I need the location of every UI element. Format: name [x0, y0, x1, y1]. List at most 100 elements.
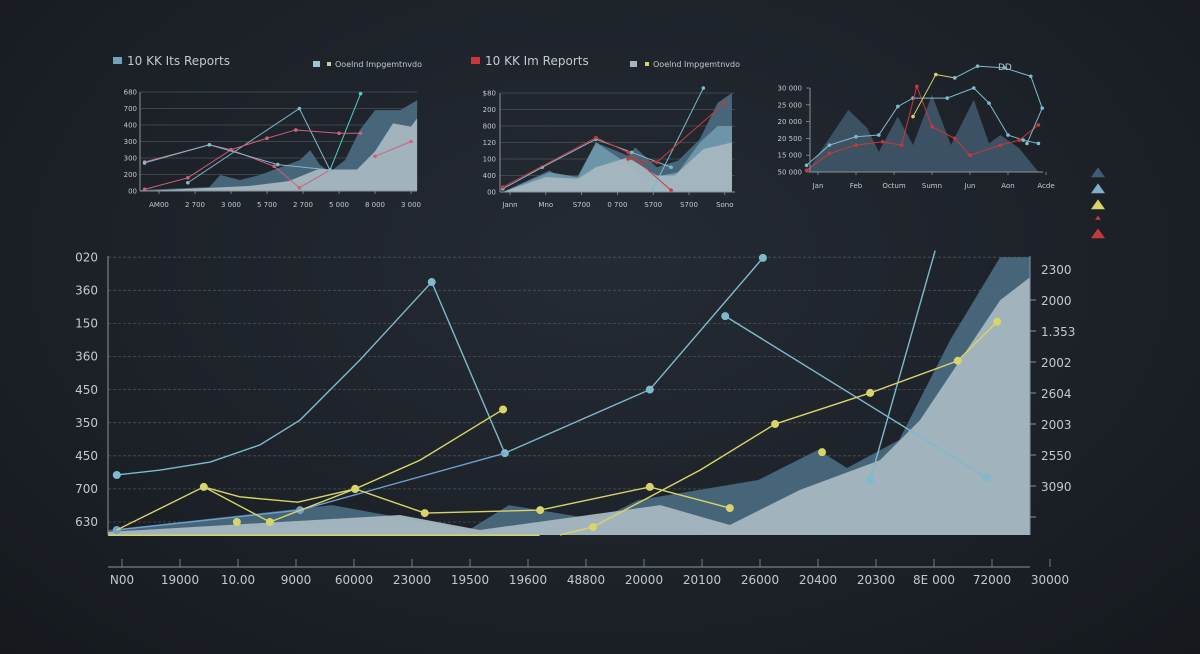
line-series: [374, 141, 412, 157]
x-tick-label: AM00: [149, 201, 169, 209]
y-tick-label: 200: [124, 171, 137, 179]
data-point: [934, 72, 938, 77]
data-point: [896, 104, 900, 109]
data-point: [112, 470, 121, 479]
data-point: [866, 475, 875, 484]
data-point: [294, 128, 298, 132]
area-series: [108, 257, 1031, 535]
data-point: [272, 164, 277, 169]
data-point: [1025, 141, 1029, 146]
data-point: [982, 473, 991, 482]
line-series: [806, 84, 1039, 171]
title-swatch: [471, 57, 480, 64]
x-tick-label: 2 700: [185, 201, 205, 209]
data-point: [911, 114, 915, 119]
x-tick-label: 26000: [741, 573, 779, 587]
area-series: [806, 94, 1039, 172]
data-point: [626, 150, 630, 155]
x-tick-label: Aon: [1001, 182, 1014, 190]
y-tick-label: 15 000: [778, 152, 803, 160]
x-tick-label: 30000: [1031, 573, 1069, 587]
data-point: [975, 64, 980, 68]
x-tick-label: Jun: [964, 182, 976, 190]
y2-tick-label: 3090: [1041, 480, 1072, 494]
chart-small-3: 50 000 15 000 20 500 20 000 25 000 30 000 Jan F…: [778, 64, 1055, 190]
data-point: [701, 86, 706, 90]
data-point: [501, 185, 505, 189]
legend-label: Ooelnd Impgemtnvdo: [653, 60, 740, 69]
y-tick-label: 20 500: [778, 135, 803, 143]
data-point: [186, 176, 190, 180]
data-point: [358, 131, 363, 136]
y-tick-label: 450: [75, 383, 98, 397]
y-tick-label: 680: [124, 88, 137, 96]
data-point: [1006, 133, 1010, 137]
data-point: [358, 91, 363, 96]
x-tick-label: 2 700: [293, 201, 313, 209]
title-swatch: [113, 57, 122, 64]
data-point: [818, 448, 827, 457]
data-point: [588, 522, 597, 531]
data-point: [499, 405, 508, 414]
y2-tick-label: 2300: [1041, 263, 1072, 277]
area-series: [141, 100, 418, 191]
data-point: [953, 76, 957, 80]
x-tick-label: Sumn: [922, 182, 942, 190]
data-point: [827, 143, 832, 147]
data-point: [721, 312, 730, 321]
x-tick-label: Octum: [882, 182, 906, 190]
x-tick-label: 20300: [857, 573, 895, 587]
area-series: [502, 93, 732, 192]
x-tick-label: 3 000: [221, 201, 241, 209]
data-point: [854, 143, 858, 147]
y-tick-label: 400: [124, 121, 137, 129]
y-tick-label: 360: [75, 350, 98, 364]
data-point: [758, 253, 767, 262]
data-point: [265, 136, 269, 140]
y2-tick-label: 2550: [1041, 449, 1072, 463]
legend-swatch: [327, 62, 331, 66]
line-series: [954, 65, 1043, 144]
data-point: [827, 151, 832, 156]
data-point: [930, 124, 934, 129]
data-point: [945, 96, 949, 100]
chart-title: 10 KK Its Reports: [127, 54, 230, 68]
y-tick-label: 300: [124, 154, 137, 162]
chart-small-1-header: 10 KK Its Reports Ooelnd Impgemtnvdo: [113, 54, 422, 69]
data-point: [877, 133, 881, 137]
data-point: [1017, 138, 1022, 142]
line-series: [329, 93, 362, 171]
y-tick-label: 20 000: [778, 118, 803, 126]
line-series: [144, 144, 331, 171]
data-point: [771, 420, 780, 429]
y-tick-label: 100: [483, 155, 496, 163]
y-tick-label: 120: [483, 139, 496, 147]
area-series: [502, 142, 732, 192]
data-point: [804, 163, 809, 168]
y-tick-label: 450: [75, 449, 98, 463]
data-point: [953, 136, 957, 141]
y2-tick-label: 2003: [1041, 418, 1072, 432]
x-tick-label: Mno: [538, 201, 553, 209]
data-point: [651, 186, 655, 191]
line-series: [144, 149, 331, 190]
x-tick-label: 20100: [683, 573, 721, 587]
data-point: [972, 86, 976, 90]
legend-triangle-marker: [1091, 167, 1105, 178]
data-point: [265, 518, 274, 526]
x-tick-label: Jan: [812, 182, 824, 190]
y-tick-label: 25 000: [778, 101, 803, 109]
y-tick-label: 350: [75, 416, 98, 430]
y-tick-label: 30 000: [778, 84, 803, 92]
x-tick-label: 9000: [281, 573, 312, 587]
data-point: [1036, 123, 1041, 127]
y-tick-label: $80: [483, 89, 496, 97]
data-point: [1036, 141, 1041, 146]
legend-triangle-marker: [1091, 228, 1105, 239]
chart-small-2-header: 10 KK Im Reports Ooelnd Impgemtnvdo: [471, 54, 740, 69]
y-tick-label: 300: [124, 138, 137, 146]
data-point: [953, 356, 962, 365]
data-point: [968, 153, 972, 157]
x-tick-label: Acde: [1037, 182, 1054, 190]
y-tick-label: 00: [487, 188, 496, 196]
